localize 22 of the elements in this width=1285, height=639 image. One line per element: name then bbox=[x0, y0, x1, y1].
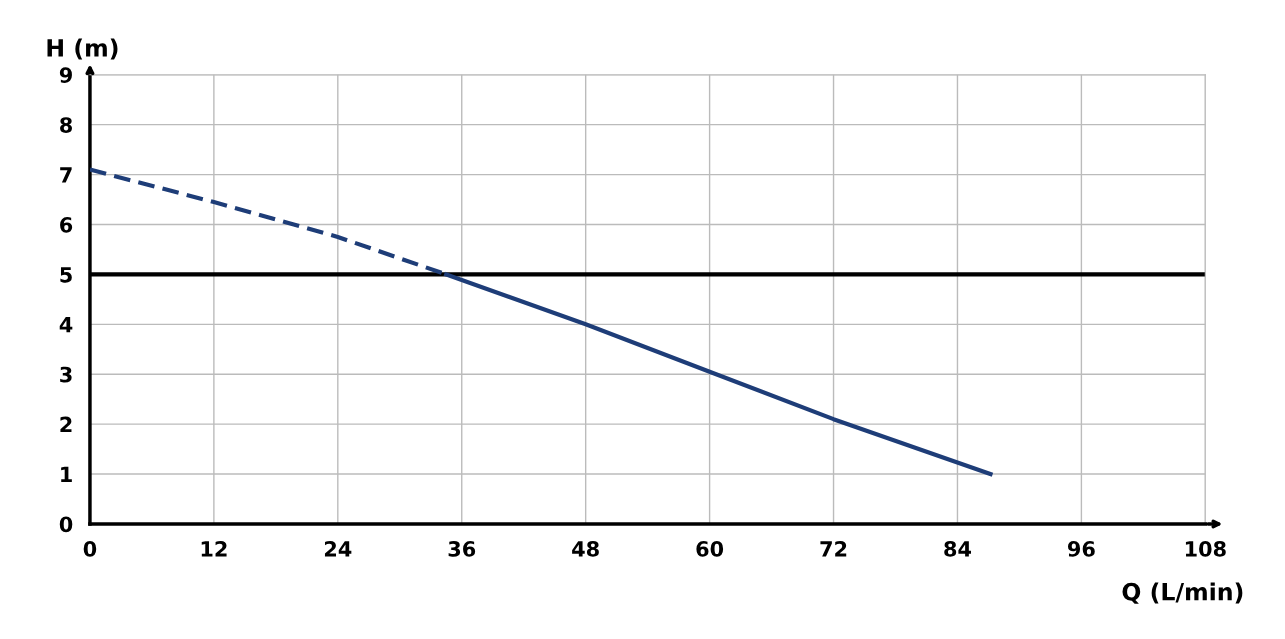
y-tick-label: 2 bbox=[60, 416, 72, 433]
x-tick-label: 12 bbox=[201, 541, 227, 557]
x-tick-label: 108 bbox=[1185, 541, 1226, 557]
y-axis-title: H (m) bbox=[47, 38, 118, 60]
y-tick-label: 7 bbox=[60, 167, 72, 183]
y-tick-label: 5 bbox=[60, 267, 72, 283]
x-tick-label: 36 bbox=[448, 541, 476, 557]
x-tick-label: 0 bbox=[83, 541, 97, 557]
x-tick-label: 60 bbox=[696, 541, 724, 557]
y-tick-label: 9 bbox=[59, 67, 72, 83]
x-axis-title: Q (L/min) bbox=[1122, 582, 1243, 604]
x-tick-label: 24 bbox=[324, 541, 352, 557]
x-tick-label: 96 bbox=[1067, 541, 1095, 557]
y-tick-label: 4 bbox=[59, 317, 73, 333]
y-tick-label: 6 bbox=[60, 216, 73, 233]
x-tick-label: 84 bbox=[944, 541, 972, 557]
y-tick-label: 8 bbox=[60, 117, 72, 133]
x-tick-label: 48 bbox=[572, 541, 599, 557]
x-tick-label: 72 bbox=[820, 541, 847, 557]
y-tick-label: 1 bbox=[61, 466, 72, 482]
y-tick-label: 0 bbox=[59, 516, 73, 533]
y-tick-label: 3 bbox=[60, 366, 72, 383]
